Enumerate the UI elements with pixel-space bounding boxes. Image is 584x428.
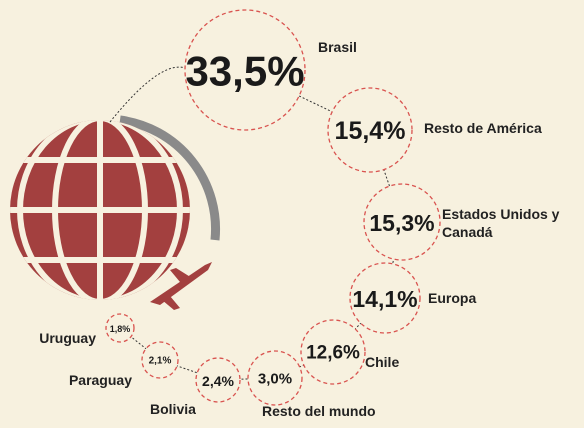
category-label: Chile — [365, 353, 445, 371]
value-label: 1,8% — [110, 324, 131, 334]
category-label: Europa — [428, 289, 528, 307]
value-label: 12,6% — [306, 343, 360, 364]
category-label: Bolivia — [150, 400, 230, 418]
category-label: Resto de América — [424, 119, 574, 137]
category-label: Resto del mundo — [262, 402, 402, 420]
value-label: 14,1% — [352, 286, 417, 312]
value-label: 3,0% — [258, 371, 292, 388]
value-label: 2,1% — [149, 356, 172, 367]
value-label: 15,3% — [369, 210, 434, 236]
value-label: 2,4% — [202, 373, 234, 389]
value-label: 33,5% — [185, 48, 304, 95]
value-label: 15,4% — [335, 117, 406, 145]
infographic: 33,5% 15,4% 15,3% 14,1% 12,6% 3,0% 2,4% 2,1% 1,8… — [0, 0, 584, 428]
category-label: Paraguay — [36, 371, 132, 389]
category-label: Uruguay — [6, 329, 96, 347]
category-label: Estados Unidos y Canadá — [442, 205, 562, 241]
category-label: Brasil — [318, 38, 438, 56]
